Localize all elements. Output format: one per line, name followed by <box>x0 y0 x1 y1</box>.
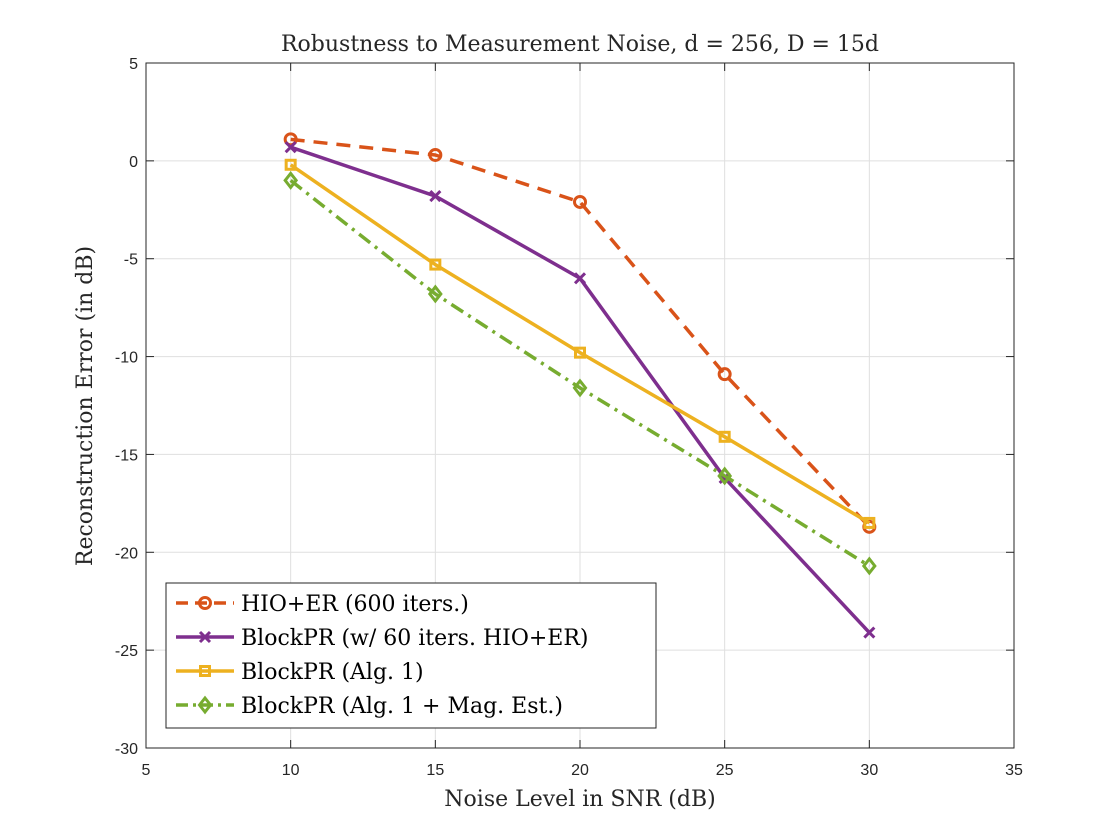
y-tick-label: -10 <box>115 350 138 367</box>
legend-entry: HIO+ER (600 iters.) <box>176 592 469 617</box>
y-tick-label: 0 <box>129 154 138 171</box>
y-tick-label: -15 <box>115 447 138 464</box>
data-point <box>863 626 876 639</box>
x-tick-label: 10 <box>282 762 300 779</box>
data-point <box>284 158 297 171</box>
y-tick-label: -25 <box>115 643 138 660</box>
data-point <box>428 147 443 162</box>
y-axis-title: Reconstruction Error (in dB) <box>73 246 98 566</box>
series-line <box>290 137 871 529</box>
y-tick-label: -20 <box>115 545 138 562</box>
legend-marker <box>197 695 213 715</box>
legend-marker <box>198 596 212 610</box>
x-tick-label: 35 <box>1005 762 1023 779</box>
y-tick-label: 5 <box>129 56 138 73</box>
data-point <box>861 556 877 576</box>
chart-title: Robustness to Measurement Noise, d = 256… <box>281 32 879 57</box>
x-tick-label: 5 <box>142 762 151 779</box>
data-point <box>283 132 298 147</box>
data-point <box>573 272 587 285</box>
data-point <box>429 190 442 203</box>
data-point <box>718 430 731 443</box>
x-tick-label: 15 <box>426 762 444 779</box>
legend-label: BlockPR (w/ 60 iters. HIO+ER) <box>241 626 589 651</box>
x-tick-label: 30 <box>860 762 878 779</box>
series-blockpr-w-60-iters-hio-er <box>284 141 876 639</box>
data-point <box>574 346 586 359</box>
data-point <box>572 378 588 398</box>
x-axis-title: Noise Level in SNR (dB) <box>444 787 715 812</box>
legend-entry: BlockPR (Alg. 1) <box>176 660 424 685</box>
series-blockpr-alg-1-mag-est <box>283 171 877 576</box>
legend-marker <box>198 630 212 644</box>
x-tick-label: 20 <box>571 762 589 779</box>
legend-entry: BlockPR (Alg. 1 + Mag. Est.) <box>176 694 563 719</box>
legend-marker <box>199 665 211 677</box>
series-blockpr-alg-1 <box>284 158 876 529</box>
y-tick-label: -30 <box>115 741 138 758</box>
legend-label: BlockPR (Alg. 1 + Mag. Est.) <box>241 694 563 719</box>
data-point <box>863 516 876 529</box>
x-tick-label: 25 <box>716 762 734 779</box>
data-point <box>717 367 732 382</box>
series-line <box>289 179 871 568</box>
y-tick-label: -5 <box>124 252 138 269</box>
legend-label: BlockPR (Alg. 1) <box>241 660 424 685</box>
series-line <box>289 163 871 525</box>
legend-entry: BlockPR (w/ 60 iters. HIO+ER) <box>176 626 589 651</box>
legend-label: HIO+ER (600 iters.) <box>241 592 469 617</box>
axis-ticks: 5 10 15 20 25 30 35 5 0 -5 -10 -15 -20 -25 -30 <box>115 56 1023 779</box>
data-point <box>717 466 733 486</box>
data-point <box>429 258 442 271</box>
series-lines <box>283 132 877 639</box>
legend-box <box>165 582 657 729</box>
data-point <box>573 194 587 209</box>
data-point <box>283 171 299 190</box>
legend: HIO+ER (600 iters.) BlockPR (w/ 60 iters.… <box>165 582 657 729</box>
data-point <box>427 284 443 304</box>
data-point <box>284 141 297 154</box>
